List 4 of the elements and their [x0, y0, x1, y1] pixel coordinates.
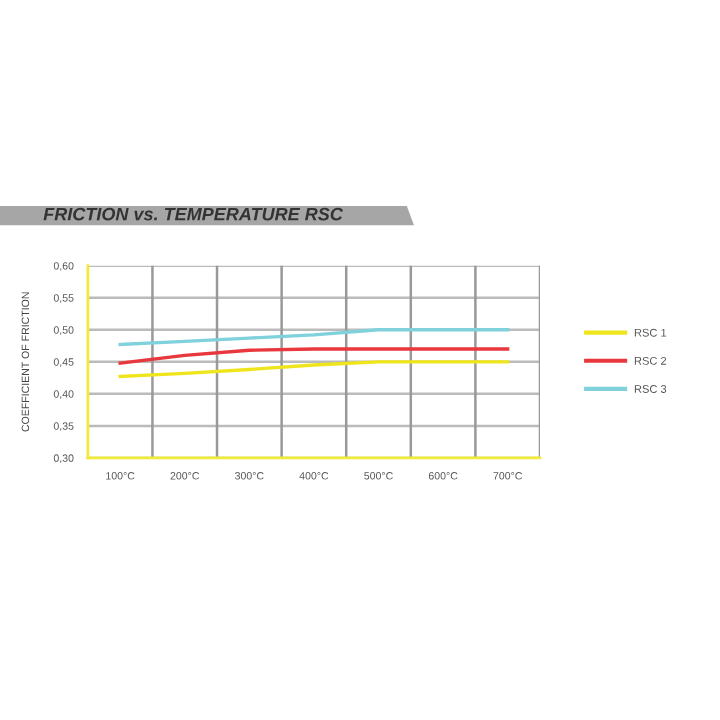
line-series [118, 328, 510, 347]
chart-title: FRICTION vs. TEMPERATURE RSC [43, 207, 344, 221]
line-series [118, 347, 510, 365]
line-series [118, 360, 510, 379]
